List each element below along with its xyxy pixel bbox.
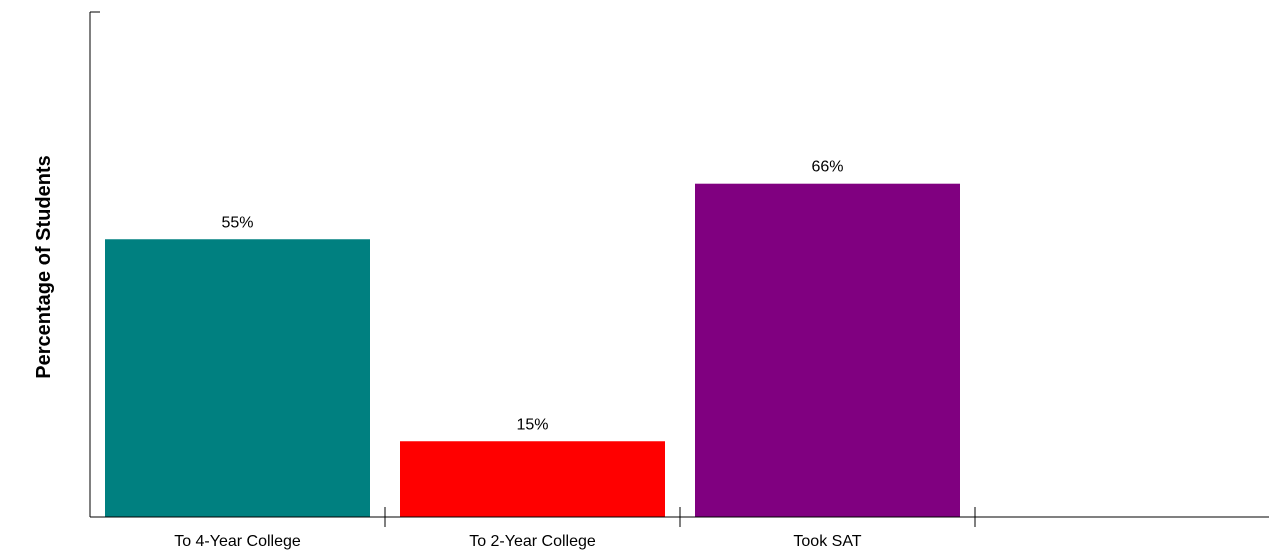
data-label-2: 15% (516, 416, 548, 433)
x-tick-label-1: To 4-Year College (174, 533, 301, 550)
x-tick-labels-group: To 4-Year College To 2-Year College Took S… (174, 533, 862, 550)
bar-3 (695, 183, 960, 517)
bar-2 (400, 441, 665, 517)
data-label-3: 66% (811, 159, 843, 176)
bars-group (105, 183, 960, 517)
bar-1 (105, 239, 370, 517)
x-tick-label-3: Took SAT (793, 533, 861, 550)
x-tick-label-2: To 2-Year College (469, 533, 596, 550)
data-labels-group: 55% 15% 66% (221, 159, 843, 434)
y-axis-label: Percentage of Students (33, 155, 55, 378)
x-ticks-group (384, 507, 976, 527)
data-label-1: 55% (221, 214, 253, 231)
